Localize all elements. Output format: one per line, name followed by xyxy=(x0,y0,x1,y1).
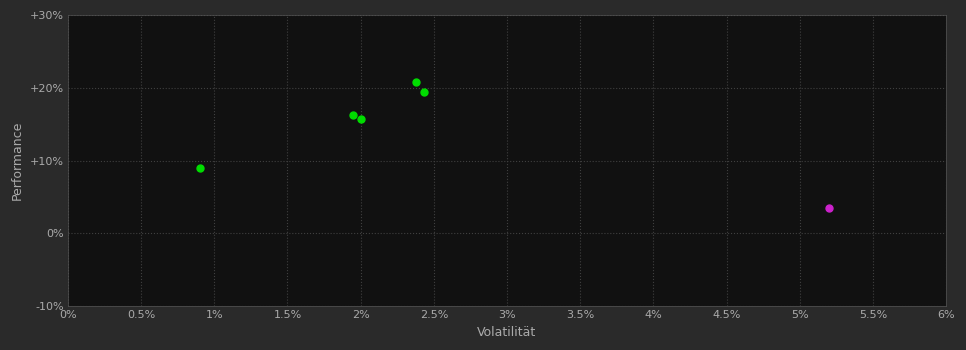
X-axis label: Volatilität: Volatilität xyxy=(477,326,537,339)
Y-axis label: Performance: Performance xyxy=(12,121,24,200)
